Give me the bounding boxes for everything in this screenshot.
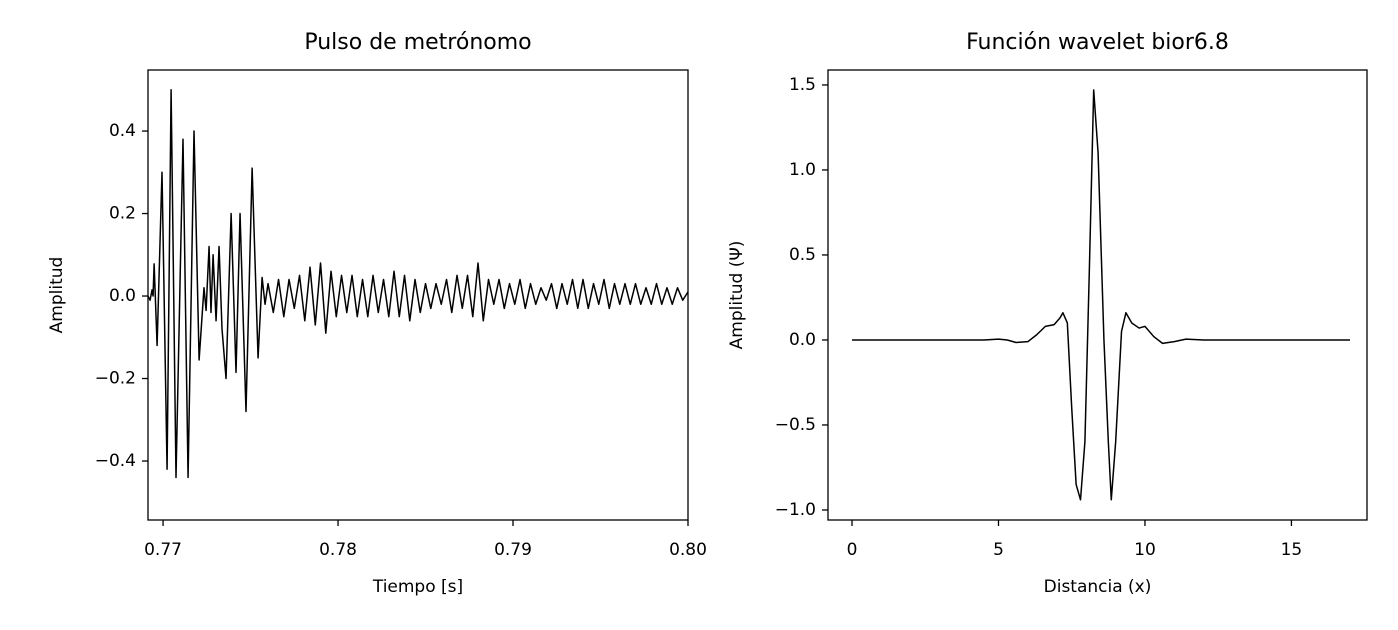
y-tick-label: 1.0 [789, 160, 816, 180]
y-axis-label: Amplitud (Ψ) [727, 241, 747, 350]
y-tick-label: −0.2 [95, 369, 136, 389]
x-tick-label: 0 [847, 540, 858, 560]
y-tick-label: −0.5 [775, 415, 816, 435]
y-axis-label: Amplitud [47, 257, 67, 334]
y-tick-label: −0.4 [95, 451, 136, 471]
chart-title: Pulso de metrónomo [304, 30, 531, 55]
y-tick-label: 0.0 [109, 286, 136, 306]
y-tick-label: 0.0 [789, 330, 816, 350]
data-line [852, 89, 1351, 501]
plot-frame [147, 69, 689, 521]
y-tick-label: 0.4 [109, 121, 136, 141]
x-tick-label: 5 [993, 540, 1004, 560]
x-tick-label: 0.80 [669, 540, 707, 560]
x-axis-label: Distancia (x) [1044, 577, 1152, 597]
y-tick-label: 0.2 [109, 204, 136, 224]
x-tick-label: 0.79 [494, 540, 532, 560]
y-tick-label: 0.5 [789, 245, 816, 265]
x-tick-label: 15 [1281, 540, 1303, 560]
x-tick-label: 10 [1134, 540, 1156, 560]
chart-title: Función wavelet bior6.8 [966, 30, 1229, 55]
plot-frame [827, 69, 1368, 521]
y-tick-label: 1.5 [789, 75, 816, 95]
data-line [148, 89, 688, 479]
x-tick-label: 0.78 [319, 540, 357, 560]
x-axis-label: Tiempo [s] [372, 577, 463, 597]
x-tick-label: 0.77 [144, 540, 182, 560]
y-tick-label: −1.0 [775, 500, 816, 520]
